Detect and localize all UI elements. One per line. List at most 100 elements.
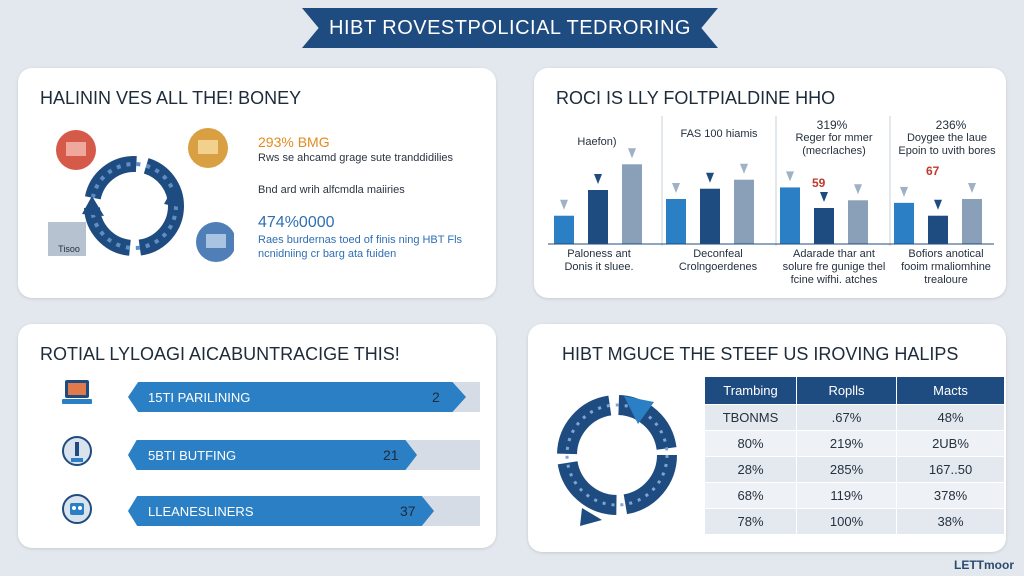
table-cell: 78% [704, 508, 797, 535]
group3-pct: 319% [816, 118, 848, 132]
table-cell: 2UB% [896, 430, 1005, 457]
bar-fill-1 [128, 382, 466, 412]
note-line-2: ncnidniing cr barg ata fuiden [258, 248, 397, 260]
table-row: 80% 219% 2UB% [704, 430, 1005, 457]
table-row: 28% 285% 167..50 [704, 456, 1005, 483]
card1-title: HALININ VES ALL THE! BONEY [40, 88, 302, 108]
table-header-row: Trambing Roplls Macts [704, 376, 1005, 405]
grey-box [48, 222, 86, 256]
table-cell: .67% [796, 404, 897, 431]
watermark-logo: LETTmoor [954, 558, 1014, 572]
bar-value-1: 2 [432, 389, 440, 405]
bar-row-3: LLEANESLINERS 37 [128, 496, 480, 526]
card-chart: ROCI IS LLY FOLTPIALDINE HHO Haefon) FAS… [534, 68, 1006, 298]
blue-bubble-icon [206, 234, 226, 248]
chart-arrow-marker [560, 199, 568, 210]
table-cell: 68% [704, 482, 797, 509]
cycle-arrow-bottom [580, 508, 602, 526]
group1-top: Haefon) [577, 136, 617, 148]
stat-orange: 293% BMG [258, 134, 330, 150]
table-header-cell: Macts [896, 376, 1005, 405]
bar-chart [548, 116, 994, 246]
grey-box-label: Tisoo [58, 244, 80, 254]
card4-title: HIBT MGUCE THE STEEF US IROVING HALIPS [562, 344, 959, 364]
chart-bar [848, 200, 868, 244]
group1-bottom: Paloness ant Donis it sluee. [564, 248, 634, 273]
card2-title: ROCI IS LLY FOLTPIALDINE HHO [556, 88, 836, 108]
bar-fill-3 [128, 496, 434, 526]
bar-value-2: 21 [383, 447, 399, 463]
table-header-cell: Roplls [796, 376, 897, 405]
refresh-cycle-icon [557, 395, 677, 526]
group4-bottom: Bofiors anotical fooim rmaliomhine treal… [901, 248, 991, 286]
table-cell: 285% [796, 456, 897, 483]
chart-arrow-marker [900, 186, 908, 197]
table-cell: 219% [796, 430, 897, 457]
chart-arrow-marker [854, 184, 862, 195]
cycle-arrow-top [624, 396, 654, 424]
chart-arrow-marker [786, 171, 794, 182]
table-cell: 28% [704, 456, 797, 483]
card-table: HIBT MGUCE THE STEEF US IROVING HALIPS T… [528, 324, 1006, 552]
chart-bar [554, 215, 574, 244]
group4-pct: 236% [935, 118, 967, 132]
chart-arrow-marker [820, 192, 828, 202]
table-row: 68% 119% 378% [704, 482, 1005, 509]
table-header-cell: Trambing [704, 376, 797, 405]
chart-bar [734, 179, 754, 244]
bar-label-2: 5BTI BUTFING [148, 448, 237, 463]
bar-label-1: 15TI PARILINING [148, 390, 251, 405]
orange-bubble-icon [198, 140, 218, 154]
group3-top: Reger for mmer (mecrlaches) [795, 132, 873, 157]
page-title-banner: HIBT ROVESTPOLICIAL TEDRORING [302, 8, 718, 48]
group4-top: Doygee the laue Epoin to uvith bores [898, 132, 996, 157]
stat-line-1: Rws se ahcamd grage sute tranddidilies [258, 152, 454, 164]
chart-bar [622, 164, 642, 244]
chart-bar [814, 208, 834, 244]
red-bubble-icon [66, 142, 86, 156]
chart-bar [780, 187, 800, 244]
chart-arrow-marker [968, 183, 976, 193]
chart-bar [700, 188, 720, 244]
group4-red-value: 67 [926, 164, 940, 178]
stats-table: Trambing Roplls Macts TBONMS .67% 48% 80… [704, 376, 1005, 535]
cycle-ring-dots [565, 403, 669, 507]
bar-fill-2 [128, 440, 417, 470]
card3-title: ROTIAL LYLOAGI AICABUNTRACIGE THIS! [40, 344, 400, 364]
chart-arrow-marker [740, 163, 748, 174]
bar-value-3: 37 [400, 503, 416, 519]
table-row: 78% 100% 38% [704, 508, 1005, 535]
table-row: TBONMS .67% 48% [704, 404, 1005, 431]
table-cell: 119% [796, 482, 897, 509]
table-cell: 80% [704, 430, 797, 457]
bar-row-2: 5BTI BUTFING 21 [128, 440, 480, 470]
chart-bar [894, 202, 914, 244]
group3-bottom: Adarade thar ant solure fre gunige thel … [782, 248, 886, 286]
group3-red-value: 59 [812, 176, 826, 190]
cycle-arrow-right [164, 186, 184, 208]
chart-arrow-marker [672, 183, 680, 193]
stat-line-2: Bnd ard wrih alfcmdla maiiries [258, 184, 405, 196]
cycle-diagram [48, 128, 234, 262]
table-cell: 378% [896, 482, 1005, 509]
chart-arrow-marker [706, 172, 714, 183]
gauge-icon [62, 436, 92, 466]
table-cell: 100% [796, 508, 897, 535]
group2-top: FAS 100 hiamis [680, 128, 758, 140]
chart-bar [928, 215, 948, 244]
table-cell: 38% [896, 508, 1005, 535]
table-cell: 167..50 [896, 456, 1005, 483]
chart-arrow-marker [934, 199, 942, 210]
card-bars: ROTIAL LYLOAGI AICABUNTRACIGE THIS! 15TI… [18, 324, 496, 548]
chart-arrow-marker [628, 148, 636, 159]
chart-bar [588, 190, 608, 244]
stat-blue: 474%0000 [258, 214, 335, 231]
chart-arrow-marker [594, 174, 602, 184]
table-cell: TBONMS [704, 404, 797, 431]
bar-row-1: 15TI PARILINING 2 [128, 382, 480, 412]
chart-bar [962, 199, 982, 244]
card-halinin: HALININ VES ALL THE! BONEY Tisoo 293% BM… [18, 68, 496, 298]
page-title: HIBT ROVESTPOLICIAL TEDRORING [329, 16, 691, 39]
group2-bottom: Deconfeal Crolngoerdenes [678, 248, 758, 273]
note-line-1: Raes burdernas toed of finis ning HBT Fl… [258, 234, 463, 246]
